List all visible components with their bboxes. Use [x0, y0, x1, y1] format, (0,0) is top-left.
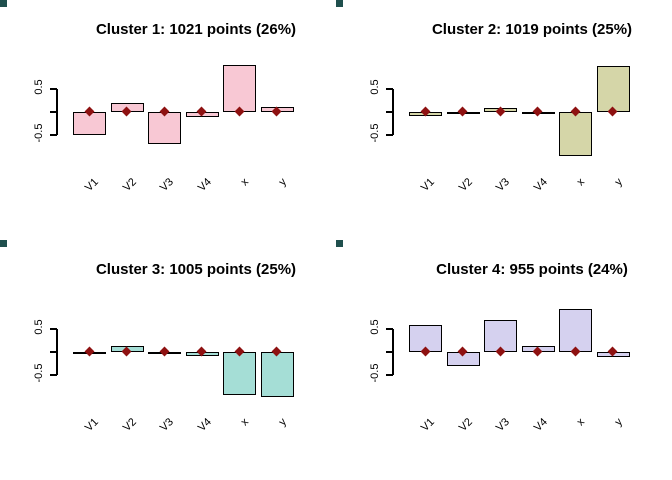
y-tick-label: -0.5 — [33, 123, 45, 143]
x-axis-label-y: y — [276, 416, 289, 429]
cluster-panel-4: Cluster 4: 955 points (24%) 0.5 -0.5 V1 V2 V… — [336, 240, 672, 480]
panel-title: Cluster 4: 955 points (24%) — [436, 261, 628, 278]
x-axis-label-y: y — [612, 176, 625, 189]
x-axis-label-V4: V4 — [531, 416, 550, 435]
y-tick-label: 0.5 — [369, 79, 381, 95]
bar-chart: 0.5 -0.5 V1 V2 V3 V4 x y — [0, 240, 336, 480]
y-axis-line — [392, 329, 394, 375]
corner-artifact — [336, 240, 343, 247]
x-axis-label-V3: V3 — [157, 416, 176, 435]
panel-title: Cluster 3: 1005 points (25%) — [95, 261, 297, 278]
zero-mean-marker-diamond — [457, 106, 468, 117]
zero-mean-marker-diamond — [84, 346, 94, 357]
y-axis-tick — [386, 88, 393, 90]
bar-chart: 0.5 -0.5 V1 V2 V3 V4 x y — [336, 0, 672, 240]
y-axis-tick — [386, 111, 393, 113]
corner-artifact — [0, 0, 7, 7]
bar-chart: 0.5 -0.5 V1 V2 V3 V4 x y — [0, 0, 336, 240]
x-axis-label-V2: V2 — [120, 176, 139, 195]
y-axis-tick — [50, 88, 57, 90]
cluster-bar-x — [559, 308, 592, 352]
y-axis-tick — [386, 134, 393, 136]
y-axis-tick — [50, 134, 57, 136]
y-tick-label: -0.5 — [369, 123, 381, 143]
cluster-bar-y — [260, 352, 294, 398]
y-tick-label: 0.5 — [33, 319, 45, 335]
cluster-panel-3: Cluster 3: 1005 points (25%) 0.5 -0.5 V1 V2… — [0, 240, 336, 480]
y-axis-tick — [386, 374, 393, 376]
cluster-bar-y — [596, 66, 630, 112]
x-axis-label-V2: V2 — [456, 416, 475, 435]
y-axis-tick — [50, 328, 57, 330]
x-axis-label-V2: V2 — [456, 176, 475, 195]
x-axis-label-x: x — [574, 176, 587, 189]
cluster-bar-x — [223, 65, 256, 112]
x-axis-label-V4: V4 — [195, 176, 214, 195]
y-tick-label: -0.5 — [33, 363, 45, 383]
panel-title: Cluster 2: 1019 points (25%) — [431, 21, 633, 38]
x-axis-label-V3: V3 — [493, 176, 512, 195]
zero-mean-marker-diamond — [159, 346, 169, 357]
y-axis-tick — [50, 111, 57, 113]
cluster-bar-x — [559, 112, 592, 156]
x-axis-label-V1: V1 — [82, 176, 101, 195]
x-axis-label-V2: V2 — [120, 416, 139, 435]
bar-chart: 0.5 -0.5 V1 V2 V3 V4 x y — [336, 240, 672, 480]
x-axis-label-V3: V3 — [157, 176, 176, 195]
corner-artifact — [336, 0, 343, 7]
x-axis-label-x: x — [238, 416, 251, 429]
x-axis-label-V3: V3 — [493, 416, 512, 435]
x-axis-label-V1: V1 — [418, 416, 437, 435]
x-axis-label-V1: V1 — [418, 176, 437, 195]
y-axis-line — [56, 89, 58, 135]
x-axis-label-V4: V4 — [531, 176, 550, 195]
x-axis-label-V1: V1 — [82, 416, 101, 435]
cluster-bar-V3 — [148, 112, 181, 145]
y-axis-tick — [50, 351, 57, 353]
y-tick-label: 0.5 — [369, 319, 381, 335]
x-axis-label-x: x — [238, 176, 251, 189]
y-axis-tick — [386, 351, 393, 353]
cluster-panel-1: Cluster 1: 1021 points (26%) 0.5 -0.5 V1 V2… — [0, 0, 336, 240]
x-axis-label-V4: V4 — [195, 416, 214, 435]
y-tick-label: -0.5 — [369, 363, 381, 383]
x-axis-label-y: y — [276, 176, 289, 189]
zero-mean-marker-diamond — [532, 106, 543, 117]
corner-artifact — [0, 240, 7, 247]
y-axis-line — [56, 329, 58, 375]
y-axis-line — [392, 89, 394, 135]
y-tick-label: 0.5 — [33, 79, 45, 95]
panel-title: Cluster 1: 1021 points (26%) — [95, 21, 297, 38]
cluster-panel-2: Cluster 2: 1019 points (25%) 0.5 -0.5 V1 V2… — [336, 0, 672, 240]
x-axis-label-x: x — [574, 416, 587, 429]
y-axis-tick — [50, 374, 57, 376]
cluster-bar-x — [223, 352, 256, 395]
y-axis-tick — [386, 328, 393, 330]
x-axis-label-y: y — [612, 416, 625, 429]
